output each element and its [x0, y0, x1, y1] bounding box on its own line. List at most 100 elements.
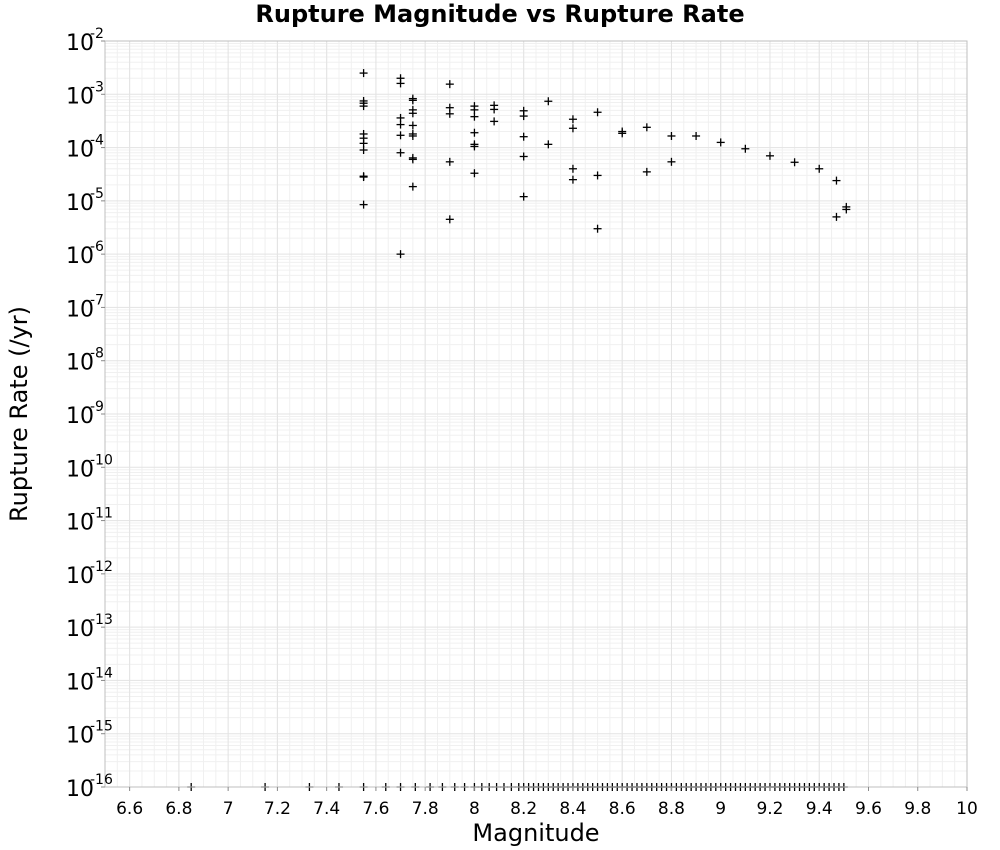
- y-tick-base: 10: [66, 670, 94, 695]
- y-tick-exponent: -15: [90, 719, 113, 735]
- x-tick-label: 7.6: [362, 799, 389, 819]
- data-point: [470, 142, 479, 151]
- x-tick-label: 8.2: [510, 799, 537, 819]
- data-point: [716, 138, 725, 147]
- y-tick-base: 10: [66, 244, 94, 269]
- data-point: [842, 205, 851, 214]
- x-tick-label: 10: [956, 799, 978, 819]
- x-tick-label: 6.6: [116, 799, 143, 819]
- data-point: [359, 173, 368, 182]
- y-tick-exponent: -14: [90, 665, 113, 681]
- data-point: [568, 175, 577, 184]
- x-tick-label: 9.6: [855, 799, 882, 819]
- data-point: [470, 128, 479, 137]
- data-point: [642, 123, 651, 132]
- data-point: [445, 109, 454, 118]
- x-tick-label: 7.2: [264, 799, 291, 819]
- y-tick-base: 10: [66, 511, 94, 536]
- data-point: [359, 146, 368, 155]
- y-tick-base: 10: [66, 777, 94, 802]
- data-point: [408, 131, 417, 140]
- chart-title: Rupture Magnitude vs Rupture Rate: [255, 0, 744, 28]
- data-point: [519, 192, 528, 201]
- x-axis-ticks: 6.6 6.8 7 7.2 7.4 7.6 7.8 8 8.2 8.4 8.6 8.8 9 9.2 9.4 9…: [116, 787, 978, 819]
- y-tick-exponent: -12: [90, 559, 113, 575]
- data-point: [568, 124, 577, 133]
- y-tick-label: 10-12: [66, 559, 113, 589]
- y-tick-label: 10-6: [66, 239, 104, 269]
- y-tick-label: 10-8: [66, 346, 104, 376]
- y-tick-label: 10-4: [66, 133, 104, 163]
- data-point: [618, 129, 627, 138]
- y-tick-exponent: -10: [90, 452, 113, 468]
- data-point: [408, 155, 417, 164]
- y-tick-label: 10-9: [66, 399, 104, 429]
- data-point: [544, 97, 553, 106]
- y-tick-label: 10-16: [66, 772, 113, 802]
- data-point: [396, 79, 405, 88]
- data-point: [359, 69, 368, 78]
- data-point: [593, 108, 602, 117]
- data-point: [396, 120, 405, 129]
- data-point: [359, 200, 368, 209]
- x-tick-label: 7.4: [313, 799, 340, 819]
- data-point: [667, 131, 676, 140]
- x-tick-label: 8.8: [658, 799, 685, 819]
- y-tick-exponent: -2: [90, 26, 104, 42]
- y-tick-exponent: -9: [90, 399, 104, 415]
- y-tick-base: 10: [66, 724, 94, 749]
- y-tick-base: 10: [66, 297, 94, 322]
- data-point: [642, 167, 651, 176]
- y-tick-base: 10: [66, 31, 94, 56]
- data-point: [544, 140, 553, 149]
- x-tick-label: 7.8: [412, 799, 439, 819]
- data-point: [765, 151, 774, 160]
- data-point: [445, 157, 454, 166]
- y-tick-label: 10-11: [66, 506, 113, 536]
- data-point: [396, 148, 405, 157]
- data-point: [519, 112, 528, 121]
- data-point: [568, 164, 577, 173]
- x-tick-label: 9.2: [756, 799, 783, 819]
- y-tick-label: 10-15: [66, 719, 113, 749]
- y-tick-base: 10: [66, 138, 94, 163]
- x-tick-label: 9: [715, 799, 726, 819]
- y-tick-label: 10-7: [66, 292, 104, 322]
- y-tick-exponent: -7: [90, 292, 104, 308]
- data-point: [490, 117, 499, 126]
- data-point: [470, 105, 479, 114]
- data-point: [408, 109, 417, 118]
- y-tick-label: 10-10: [66, 452, 113, 482]
- y-tick-base: 10: [66, 191, 94, 216]
- y-tick-label: 10-14: [66, 665, 113, 695]
- x-axis-label: Magnitude: [472, 819, 599, 847]
- data-point: [396, 131, 405, 140]
- y-tick-label: 10-2: [66, 26, 104, 56]
- y-tick-label: 10-3: [66, 79, 104, 109]
- x-tick-label: 9.8: [904, 799, 931, 819]
- data-point: [445, 80, 454, 89]
- x-tick-label: 7: [223, 799, 234, 819]
- data-point: [593, 224, 602, 233]
- x-tick-label: 8.6: [609, 799, 636, 819]
- data-point: [408, 96, 417, 105]
- y-tick-base: 10: [66, 404, 94, 429]
- y-tick-label: 10-5: [66, 186, 104, 216]
- y-tick-exponent: -16: [90, 772, 113, 788]
- y-axis-label: Rupture Rate (/yr): [5, 306, 33, 522]
- data-point: [832, 212, 841, 221]
- y-tick-base: 10: [66, 457, 94, 482]
- data-point: [815, 164, 824, 173]
- data-point: [832, 176, 841, 185]
- y-tick-base: 10: [66, 84, 94, 109]
- x-tick-label: 8.4: [559, 799, 586, 819]
- x-tick-label: 6.8: [165, 799, 192, 819]
- y-tick-base: 10: [66, 564, 94, 589]
- y-tick-exponent: -11: [90, 506, 113, 522]
- data-point: [396, 250, 405, 259]
- x-tick-label: 9.4: [806, 799, 833, 819]
- data-point: [490, 105, 499, 114]
- data-point: [470, 169, 479, 178]
- y-tick-exponent: -8: [90, 346, 104, 362]
